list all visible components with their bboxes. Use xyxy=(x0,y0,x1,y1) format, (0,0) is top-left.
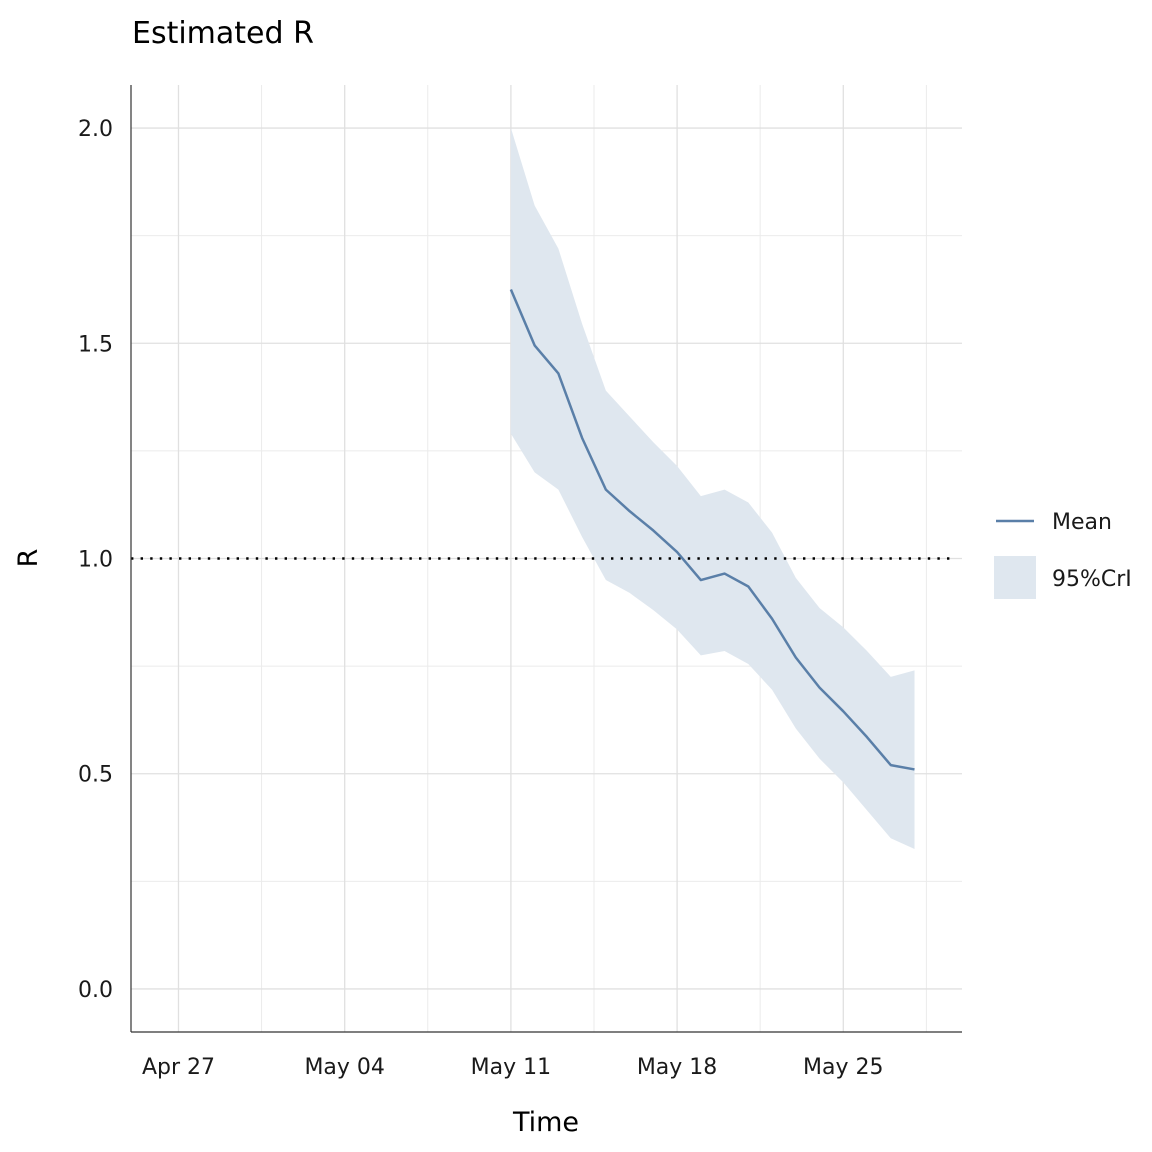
x-tick-label: May 04 xyxy=(304,1055,384,1080)
y-tick-label: 1.0 xyxy=(78,548,113,573)
x-tick-label: May 25 xyxy=(803,1055,883,1080)
y-tick-label: 0.5 xyxy=(78,763,113,788)
y-axis-title: R xyxy=(13,549,44,568)
y-tick-label: 1.5 xyxy=(78,332,113,357)
x-tick-label: Apr 27 xyxy=(142,1055,215,1080)
legend: Mean 95%CrI xyxy=(994,510,1132,599)
x-tick-label: May 18 xyxy=(637,1055,717,1080)
legend-label-credible-interval: 95%CrI xyxy=(1052,567,1132,592)
y-tick-label: 2.0 xyxy=(78,117,113,142)
x-axis-title: Time xyxy=(512,1107,579,1138)
mean-line xyxy=(509,288,915,771)
x-tick-labels: Apr 27 May 04 May 11 May 18 May 25 xyxy=(142,1055,884,1080)
y-tick-label: 0.0 xyxy=(78,978,113,1003)
credible-interval-layer xyxy=(510,128,915,850)
x-tick-label: May 11 xyxy=(471,1055,551,1080)
legend-label-mean: Mean xyxy=(1052,510,1112,535)
chart-title: Estimated R xyxy=(132,16,314,51)
y-tick-labels: 0.0 0.5 1.0 1.5 2.0 xyxy=(78,117,113,1003)
legend-key-credible-interval xyxy=(994,556,1036,599)
mean-line-layer xyxy=(509,288,915,771)
credible-interval-band xyxy=(510,128,915,850)
